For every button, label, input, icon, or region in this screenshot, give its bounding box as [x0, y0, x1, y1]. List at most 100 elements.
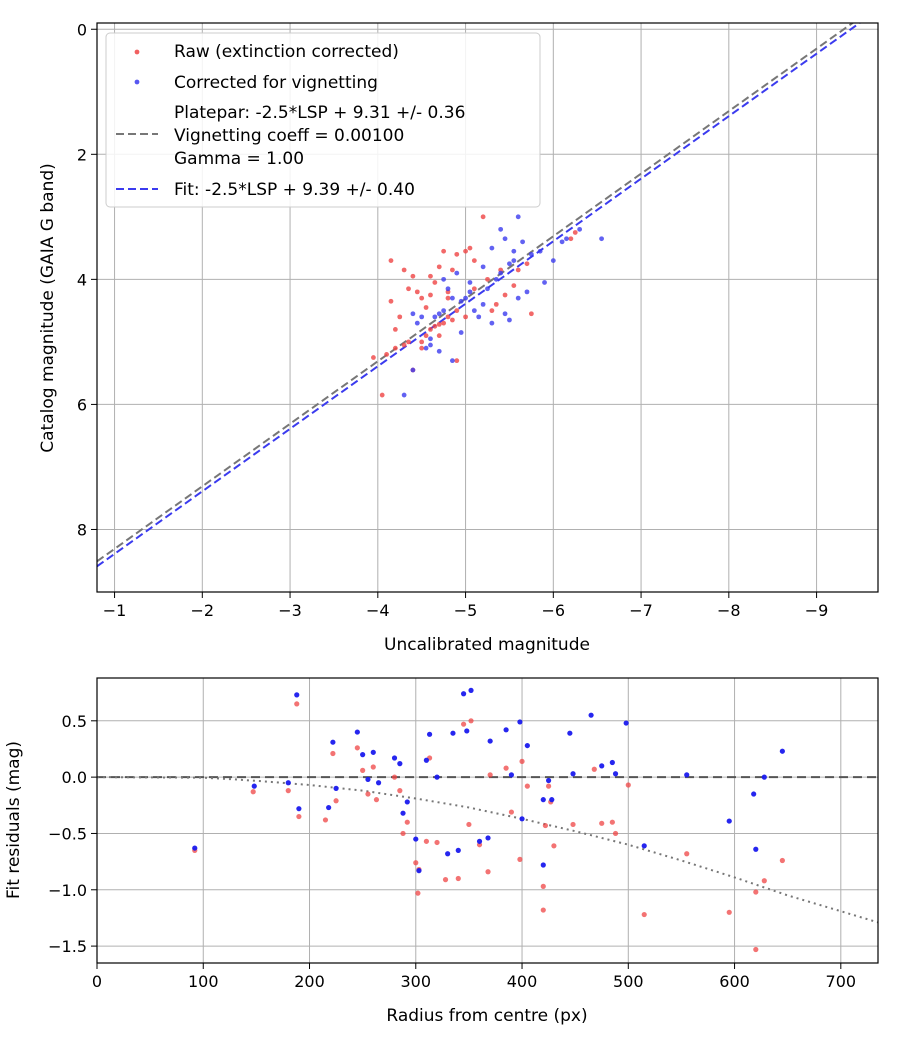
residual-raw-point — [466, 821, 472, 828]
corrected-point — [507, 317, 512, 323]
residual-corrected-point — [460, 691, 467, 697]
top-y-axis-label: Catalog magnitude (GAIA G band) — [38, 163, 58, 453]
residual-raw-point — [285, 788, 291, 794]
raw-point — [428, 292, 433, 298]
corrected-point — [502, 311, 508, 317]
residual-corrected-point — [464, 728, 470, 734]
residual-corrected-point — [294, 692, 300, 698]
raw-point — [441, 248, 447, 254]
raw-point — [441, 320, 447, 326]
corrected-point — [401, 392, 407, 398]
raw-point — [436, 333, 442, 339]
residual-raw-point — [517, 856, 523, 862]
corrected-point — [458, 298, 464, 304]
top-ticks: −1 −2 −3 −4 −5 −6 −7 −8 −9 0 2 4 6 8 — [77, 20, 829, 620]
raw-point — [515, 267, 521, 273]
legend-box — [105, 32, 541, 208]
residual-raw-point — [551, 843, 557, 849]
top-y-tick-label: 4 — [77, 270, 87, 289]
residual-corrected-point — [326, 804, 332, 811]
residual-corrected-point — [404, 799, 410, 805]
corrected-point — [414, 320, 420, 326]
raw-point — [511, 283, 517, 289]
residual-corrected-point — [540, 797, 546, 803]
residual-raw-point — [442, 877, 449, 883]
corrected-point — [436, 348, 442, 354]
corrected-point — [542, 280, 547, 285]
legend-platepar-label-line3: Gamma = 1.00 — [174, 149, 304, 169]
residual-raw-point — [599, 820, 605, 826]
bottom-x-tick-label: 500 — [613, 972, 644, 991]
residual-corrected-point — [426, 731, 433, 737]
bottom-y-axis-label: Fit residuals (mag) — [4, 741, 24, 899]
raw-point — [406, 286, 411, 292]
raw-point — [397, 314, 403, 320]
corrected-point — [432, 314, 438, 320]
corrected-point — [467, 280, 473, 285]
residual-raw-point — [294, 701, 300, 707]
raw-point — [414, 289, 420, 295]
corrected-point — [423, 345, 429, 351]
corrected-point — [436, 311, 442, 317]
legend: Raw (extinction corrected) Corrected for… — [105, 32, 541, 208]
residual-corrected-point — [468, 687, 474, 693]
bottom-x-tick-label: 100 — [188, 972, 219, 991]
raw-point — [401, 267, 407, 273]
raw-point — [432, 280, 438, 285]
corrected-point — [564, 236, 569, 242]
residual-corrected-point — [485, 835, 491, 841]
residual-raw-point — [455, 875, 461, 882]
residual-corrected-point — [330, 739, 336, 745]
raw-point — [428, 273, 433, 279]
raw-point — [480, 214, 486, 220]
residual-raw-point — [423, 838, 430, 844]
residual-raw-point — [360, 767, 366, 773]
residual-corrected-point — [540, 862, 546, 868]
residual-raw-point — [753, 889, 759, 895]
residual-raw-point — [503, 765, 509, 771]
top-y-tick-label: 8 — [77, 520, 87, 539]
bottom-axes-frame — [96, 677, 879, 964]
residual-corrected-point — [508, 772, 515, 778]
corrected-point — [550, 258, 556, 264]
residual-raw-point — [609, 819, 615, 825]
residual-corrected-point — [570, 771, 576, 777]
residual-corrected-point — [192, 845, 198, 851]
residual-raw-point — [322, 817, 329, 823]
raw-point — [449, 267, 455, 273]
residual-corrected-point — [391, 755, 398, 761]
bottom-reference-curves — [97, 776, 878, 924]
corrected-point — [515, 214, 521, 220]
raw-point — [436, 264, 442, 270]
residual-corrected-point — [400, 810, 406, 816]
residual-corrected-point — [370, 749, 376, 755]
corrected-point — [449, 295, 455, 301]
residual-raw-point — [370, 764, 376, 770]
top-line-platepar — [97, 23, 855, 563]
top-x-tick-label: −1 — [103, 601, 127, 620]
bottom-x-tick-label: 200 — [294, 972, 325, 991]
raw-point — [419, 345, 425, 351]
top-panel: −1 −2 −3 −4 −5 −6 −7 −8 −9 0 2 4 6 8 Uncalibrated mag… — [38, 20, 879, 655]
residual-corrected-point — [726, 818, 732, 824]
residual-raw-point — [391, 774, 398, 780]
residual-corrected-point — [416, 868, 422, 874]
corrected-point — [458, 330, 464, 335]
residual-raw-point — [365, 791, 371, 797]
bottom-x-tick-label: 0 — [92, 972, 102, 991]
raw-point — [388, 258, 394, 264]
bottom-x-axis-label: Radius from centre (px) — [386, 1006, 587, 1026]
corrected-point — [476, 314, 482, 320]
raw-point — [524, 261, 530, 267]
raw-point — [392, 326, 398, 332]
legend-corrected-marker — [134, 79, 140, 85]
residual-corrected-point — [360, 752, 366, 758]
residual-raw-point — [468, 718, 474, 724]
raw-point — [502, 292, 508, 298]
residual-corrected-point — [354, 729, 360, 735]
corrected-point — [528, 251, 534, 257]
residual-raw-point — [460, 721, 467, 727]
bottom-y-tick-label: −1.0 — [48, 881, 87, 900]
residual-corrected-point — [423, 757, 430, 763]
residual-corrected-point — [285, 780, 291, 786]
